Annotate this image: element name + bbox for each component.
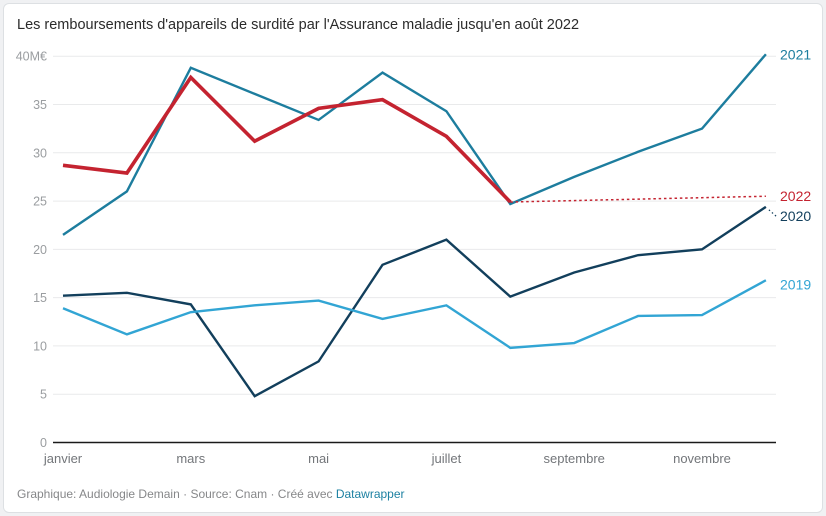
y-tick-label: 20	[33, 243, 47, 257]
chart-title: Les remboursements d'appareils de surdit…	[17, 17, 580, 33]
line-chart: 0 5 10 15 20 25 30 35 40M€ janvier mars mai juillet s…	[16, 46, 812, 466]
series-2020: 2020	[62, 205, 811, 398]
line-2020	[62, 205, 767, 398]
y-axis-labels: 0 5 10 15 20 25 30 35 40M€	[16, 50, 47, 450]
footer-credit: Graphique: Audiologie Demain · Source: C…	[17, 487, 336, 501]
y-tick-label: 30	[33, 146, 47, 160]
chart-footer: Graphique: Audiologie Demain · Source: C…	[17, 487, 405, 501]
line-2019	[62, 279, 767, 350]
series-label-2021: 2021	[780, 46, 811, 62]
x-tick-label: juillet	[431, 451, 462, 466]
x-tick-label: mars	[176, 451, 205, 466]
chart-card: 0 5 10 15 20 25 30 35 40M€ janvier mars mai juillet s…	[3, 3, 823, 513]
y-tick-label: 40M€	[16, 50, 47, 64]
x-axis-labels: janvier mars mai juillet septembre novembre	[43, 451, 731, 466]
x-tick-label: septembre	[543, 451, 604, 466]
y-tick-label: 15	[33, 291, 47, 305]
y-tick-label: 0	[40, 436, 47, 450]
y-tick-label: 25	[33, 195, 47, 209]
x-tick-label: novembre	[673, 451, 731, 466]
label-leader-2020	[768, 209, 778, 218]
gridlines	[53, 55, 776, 395]
series-2021: 2021	[62, 46, 811, 236]
projection-line-2022	[510, 195, 766, 203]
x-tick-label: janvier	[43, 451, 83, 466]
series-2019: 2019	[62, 276, 811, 350]
series-label-2019: 2019	[780, 276, 811, 292]
datawrapper-link[interactable]: Datawrapper	[335, 487, 405, 501]
series-label-2022: 2022	[780, 188, 811, 204]
line-2022	[62, 74, 512, 204]
series-label-2020: 2020	[780, 208, 811, 224]
x-tick-label: mai	[308, 451, 329, 466]
y-tick-label: 5	[40, 388, 47, 402]
y-tick-label: 10	[33, 339, 47, 353]
y-tick-label: 35	[33, 98, 47, 112]
series-2022: 2022	[62, 74, 811, 204]
line-2021	[62, 53, 767, 236]
